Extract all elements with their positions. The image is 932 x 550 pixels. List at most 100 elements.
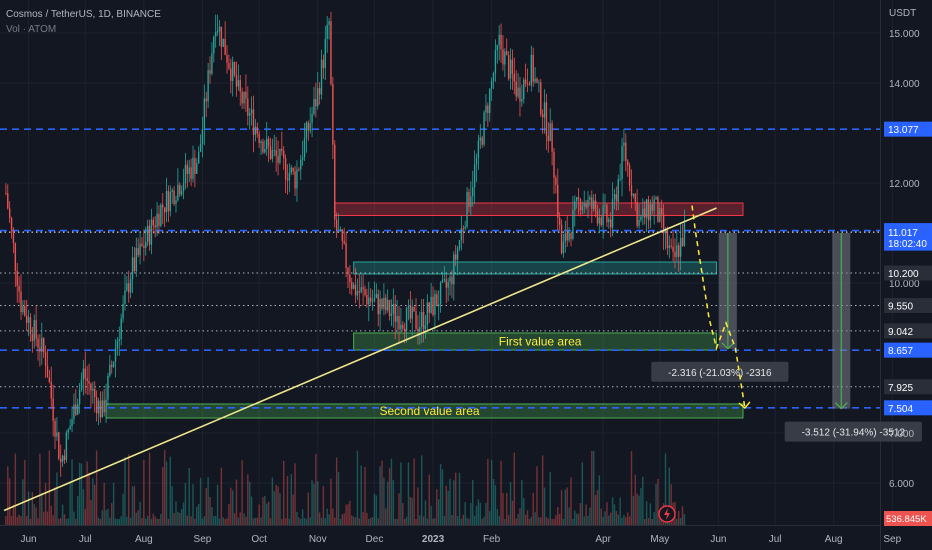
volume-bar [99, 518, 102, 525]
candle-body [78, 389, 81, 405]
candle-body [311, 113, 313, 124]
volume-bar [627, 512, 629, 525]
value-zone[interactable] [353, 261, 718, 275]
volume-bar [630, 451, 633, 525]
candle-body [184, 164, 187, 184]
volume-bar [61, 504, 64, 525]
candle-body [445, 279, 447, 288]
volume-bar [275, 484, 277, 525]
price-badge [884, 379, 932, 395]
volume-bar [171, 486, 173, 525]
candle-body [109, 364, 111, 376]
candle-body [111, 364, 113, 367]
volume-bar [498, 515, 500, 525]
candle-body [18, 285, 20, 292]
value-zone[interactable] [353, 332, 718, 351]
candle-body [581, 206, 584, 210]
candle-body [386, 300, 389, 311]
volume-bar [133, 486, 136, 525]
candle-body [483, 112, 485, 145]
price-badge-label: 13.077 [888, 125, 919, 136]
volume-bar [82, 489, 85, 525]
volume-badge [884, 511, 932, 526]
volume-bar [594, 494, 597, 525]
volume-bar [392, 479, 395, 525]
time-axis: Jun Jul Aug Sep Oct Nov Dec 2023 Feb Apr May Jun Jul… [21, 534, 902, 545]
volume-bar [7, 466, 9, 525]
volume-bar [515, 518, 517, 525]
candle-body [479, 137, 481, 141]
candle-body [562, 241, 565, 254]
candle-body [271, 150, 274, 159]
volume-bar [281, 518, 283, 525]
trendline-line[interactable] [3, 207, 717, 512]
volume-bar [156, 518, 158, 525]
volume-bar [490, 459, 493, 525]
candle-body [402, 324, 404, 329]
candle-body [434, 294, 436, 315]
value-zone[interactable] [334, 202, 744, 216]
price-badge-label: 7.504 [888, 404, 913, 415]
volume-title: Vol · ATOM [6, 24, 57, 35]
candle-body [507, 54, 510, 79]
volume-bar [190, 516, 192, 525]
candle-body [385, 297, 387, 311]
candle-body [472, 187, 474, 197]
volume-bar [589, 507, 591, 525]
candle-body [538, 82, 540, 84]
volume-bar [18, 514, 20, 525]
x-tick-label: Apr [595, 534, 611, 545]
volume-bar [519, 508, 521, 525]
candle-body [341, 229, 344, 241]
projection-dashed-path[interactable] [691, 205, 746, 409]
candle-body [94, 388, 96, 397]
candle-body [566, 232, 568, 241]
volume-bar [245, 516, 247, 525]
volume-bar [107, 508, 109, 525]
volume-bar [97, 517, 100, 525]
volume-bar [169, 456, 172, 525]
candle-body [48, 377, 51, 382]
candle-body [549, 123, 551, 142]
volume-bar [438, 499, 440, 525]
volume-bar [441, 469, 444, 525]
candle-body [334, 144, 336, 220]
volume-bar [27, 491, 30, 525]
volume-bar [75, 518, 77, 525]
volume-bar [649, 503, 652, 525]
volume-bar [184, 482, 187, 525]
volume-bar [364, 466, 366, 525]
volume-bar [12, 504, 15, 525]
candle-body [69, 426, 71, 430]
candle-body [52, 398, 54, 421]
candle-body [266, 138, 268, 150]
volume-bar [165, 461, 168, 525]
volume-bar [466, 517, 468, 525]
volume-bar [553, 519, 555, 525]
candle-body [390, 313, 393, 316]
volume-bar [558, 514, 561, 525]
price-badges: 13.07711.04811.01718:02:4010.2009.5509.0… [884, 121, 932, 526]
candle-body [417, 328, 419, 332]
volume-bar [46, 511, 49, 525]
candle-body [511, 59, 514, 74]
lightning-icon[interactable] [658, 505, 676, 523]
candle-body [24, 305, 26, 316]
volume-bar [534, 512, 536, 525]
candle-body [615, 194, 618, 202]
volume-bar [341, 514, 344, 525]
volume-bar [307, 492, 309, 525]
volume-bar [14, 453, 17, 525]
candle-body [428, 302, 430, 313]
candle-body [651, 204, 653, 211]
candle-body [564, 232, 567, 242]
volume-bar [360, 465, 362, 525]
price-badge [884, 121, 932, 137]
candle-body [400, 324, 402, 330]
candle-body [235, 74, 238, 87]
candle-body [521, 98, 523, 102]
x-tick-label: Dec [366, 534, 384, 545]
candle-body [194, 157, 196, 174]
